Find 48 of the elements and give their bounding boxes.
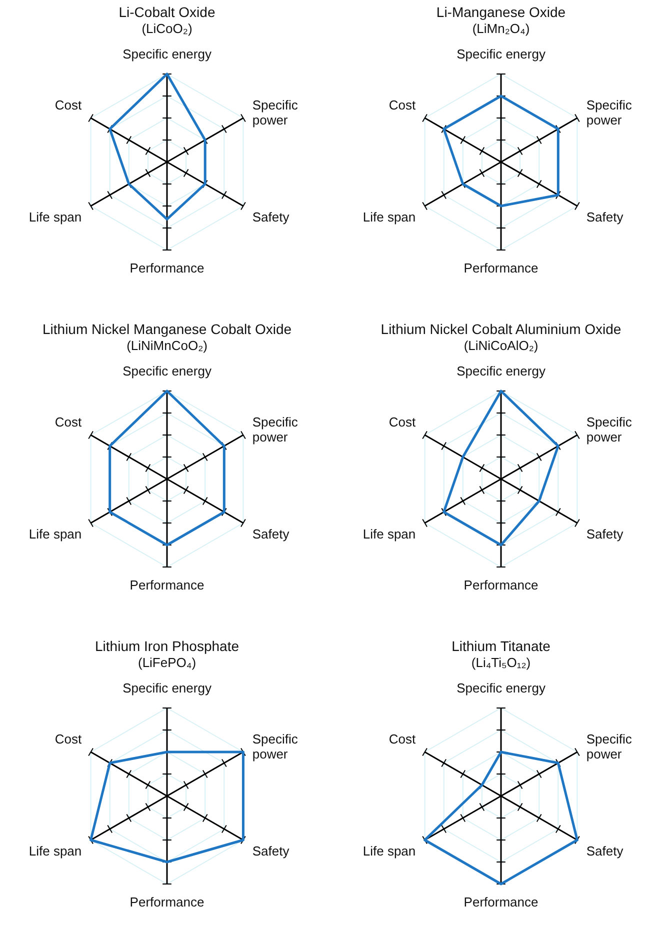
spoke-label: Safety: [586, 209, 624, 224]
spoke-label: Life span: [362, 526, 416, 542]
spoke-label: Performance: [130, 577, 204, 592]
spoke-label: Specific power: [252, 98, 298, 128]
spoke-label: Performance: [464, 894, 538, 910]
chart-title: Lithium Nickel Cobalt Aluminium Oxide: [380, 321, 622, 337]
spoke-label: Cost: [54, 732, 82, 747]
spoke-label: Cost: [388, 98, 416, 113]
spoke-label: Specific energy: [122, 364, 212, 379]
spoke-label: Specific power: [586, 732, 632, 762]
spoke-label: Life span: [362, 209, 416, 224]
chart-title: Li-Cobalt Oxide: [118, 4, 216, 20]
chart-subtitle: (LiNiMnCoO₂): [126, 338, 208, 353]
chart-title: Li-Manganese Oxide: [436, 4, 566, 20]
spoke-label: Cost: [388, 414, 416, 430]
spoke-label: Specific energy: [122, 680, 212, 696]
chart-subtitle: (LiNiCoAlO₂): [464, 338, 538, 353]
spoke-label: Specific power: [252, 414, 298, 445]
spoke-label: Performance: [464, 577, 538, 592]
spoke-label: Life span: [362, 843, 416, 858]
spoke-label: Safety: [252, 843, 290, 858]
spoke-label: Safety: [586, 526, 624, 542]
chart-subtitle: (LiFePO₄): [138, 655, 196, 670]
spoke-label: Cost: [388, 732, 416, 747]
spoke-label: Cost: [54, 98, 82, 113]
spoke-label: Life span: [28, 843, 82, 858]
chart-subtitle: (LiMn₂O₄): [472, 21, 530, 36]
spoke-label: Specific power: [586, 98, 632, 128]
spoke-label: Safety: [252, 209, 290, 224]
spoke-label: Specific energy: [456, 680, 546, 696]
spoke-label: Specific power: [586, 414, 632, 445]
spoke-label: Performance: [130, 894, 204, 910]
spoke-label: Cost: [54, 414, 82, 430]
spoke-label: Life span: [28, 526, 82, 542]
spoke-label: Specific energy: [122, 46, 212, 62]
chart-subtitle: (Li₄Ti₅O₁₂): [471, 655, 531, 670]
spoke-label: Life span: [28, 209, 82, 224]
spoke-label: Performance: [464, 260, 538, 276]
spoke-label: Performance: [130, 260, 204, 276]
spoke-label: Specific energy: [456, 364, 546, 379]
spoke-label: Safety: [252, 526, 290, 542]
spoke-label: Safety: [586, 843, 624, 858]
chart-title: Lithium Nickel Manganese Cobalt Oxide: [42, 321, 292, 337]
chart-title: Lithium Titanate: [452, 638, 551, 654]
chart-subtitle: (LiCoO₂): [142, 21, 192, 36]
spoke-label: Specific power: [252, 732, 298, 762]
spoke-label: Specific energy: [456, 46, 546, 62]
chart-title: Lithium Iron Phosphate: [95, 638, 240, 654]
